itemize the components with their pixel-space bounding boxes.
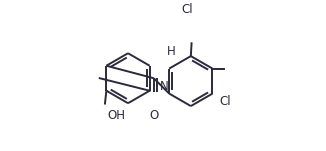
- Text: O: O: [149, 109, 158, 122]
- Text: H: H: [167, 45, 175, 58]
- Text: N: N: [160, 80, 169, 93]
- Text: Cl: Cl: [219, 95, 231, 108]
- Text: OH: OH: [108, 109, 126, 122]
- Text: Cl: Cl: [182, 3, 193, 16]
